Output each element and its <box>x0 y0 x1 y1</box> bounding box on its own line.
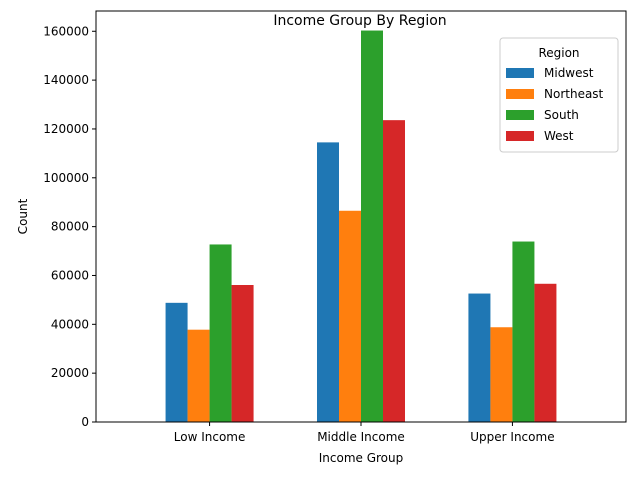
legend-title: Region <box>538 46 579 60</box>
legend-label-west: West <box>544 129 574 143</box>
bar-south-low-income <box>209 244 232 422</box>
x-axis: Low Income Middle Income Upper Income <box>174 422 555 444</box>
x-axis-label: Income Group <box>319 451 404 465</box>
bar-west-low-income <box>231 285 254 422</box>
y-tick-label: 100000 <box>43 171 89 185</box>
legend-label-midwest: Midwest <box>544 66 594 80</box>
bar-south-upper-income <box>512 241 535 422</box>
chart-title: Income Group By Region <box>273 13 446 29</box>
legend-swatch-west <box>506 131 534 141</box>
y-tick-label: 20000 <box>51 366 89 380</box>
y-tick-label: 140000 <box>43 73 89 87</box>
y-tick-label: 40000 <box>51 317 89 331</box>
y-tick-label: 80000 <box>51 220 89 234</box>
y-tick-label: 160000 <box>43 24 89 38</box>
legend-swatch-south <box>506 110 534 120</box>
x-tick-label: Middle Income <box>317 430 405 444</box>
bar-northeast-upper-income <box>490 327 513 422</box>
x-tick-label: Upper Income <box>470 430 554 444</box>
bar-south-middle-income <box>361 30 383 423</box>
y-tick-label: 60000 <box>51 268 89 282</box>
bars-layer <box>165 30 557 423</box>
legend-swatch-northeast <box>506 89 534 99</box>
bar-northeast-middle-income <box>339 210 361 422</box>
x-tick-label: Low Income <box>174 430 246 444</box>
y-axis-label: Count <box>16 198 30 234</box>
bar-midwest-upper-income <box>468 293 491 422</box>
bar-west-upper-income <box>534 283 557 422</box>
bar-midwest-middle-income <box>317 142 339 422</box>
legend-box <box>499 37 619 153</box>
legend-label-south: South <box>544 108 579 122</box>
bar-northeast-low-income <box>187 329 210 422</box>
y-tick-label: 120000 <box>43 122 89 136</box>
legend: Region Midwest Northeast South West <box>499 37 619 153</box>
bar-midwest-low-income <box>165 302 188 422</box>
y-axis: 0 20000 40000 60000 80000 100000 120000 140000 1… <box>43 24 96 429</box>
bar-west-middle-income <box>383 120 405 422</box>
legend-swatch-midwest <box>506 68 534 78</box>
y-tick-label: 0 <box>81 415 89 429</box>
legend-label-northeast: Northeast <box>544 87 604 101</box>
